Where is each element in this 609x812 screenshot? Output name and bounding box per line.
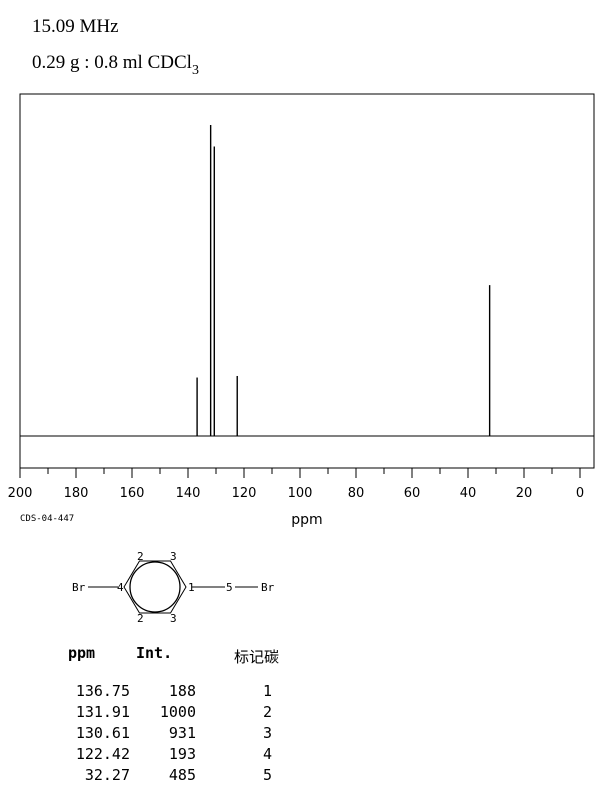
catalog-code: CDS-04-447 <box>20 514 75 524</box>
x-tick-label: 120 <box>232 486 257 501</box>
x-tick-label: 180 <box>64 486 89 501</box>
table-header-int: Int. <box>136 644 173 662</box>
row-int: 485 <box>168 766 196 784</box>
atom-label-2-bottom: 2 <box>137 612 144 625</box>
spectrometer-frequency: 15.09 MHz <box>32 16 119 37</box>
x-tick-label: 100 <box>288 486 313 501</box>
table-header-atom: 标记碳 <box>234 648 280 666</box>
sample-description: 0.29 g : 0.8 ml CDCl3 <box>32 52 199 79</box>
benzene-hexagon <box>123 560 187 614</box>
x-tick-label: 200 <box>8 486 33 501</box>
atom-label-4: 4 <box>117 581 124 594</box>
row-int: 931 <box>168 724 196 742</box>
molecular-structure: Br Br 1 2 2 3 3 4 5 <box>72 550 275 625</box>
row-int: 188 <box>168 682 196 700</box>
table-row: 130.61 931 3 <box>0 724 609 744</box>
x-tick-label: 0 <box>576 486 584 501</box>
atom-label-5: 5 <box>226 581 233 594</box>
table-row: 131.91 1000 2 <box>0 703 609 723</box>
plot-frame <box>19 93 595 469</box>
x-tick-label: 160 <box>120 486 145 501</box>
table-row: 136.75 188 1 <box>0 682 609 702</box>
x-axis-ticks: 200 180 160 140 120 100 80 60 40 20 0 <box>8 468 584 501</box>
row-atom: 5 <box>262 766 272 784</box>
atom-label-3-top: 3 <box>170 550 177 563</box>
row-ppm: 130.61 <box>75 724 130 742</box>
atom-label-3-bottom: 3 <box>170 612 177 625</box>
row-atom: 4 <box>262 745 272 763</box>
x-tick-label: 40 <box>460 486 477 501</box>
x-tick-label: 140 <box>176 486 201 501</box>
row-ppm: 136.75 <box>75 682 130 700</box>
sample-subscript: 3 <box>191 63 199 78</box>
row-int: 1000 <box>159 703 196 721</box>
row-atom: 3 <box>262 724 272 742</box>
x-tick-label: 60 <box>404 486 421 501</box>
x-axis-label: ppm <box>291 512 322 528</box>
br-right: Br <box>261 581 275 594</box>
sample-main-text: 0.29 g : 0.8 ml CDCl <box>32 52 192 73</box>
row-ppm: 122.42 <box>75 745 130 763</box>
row-ppm: 32.27 <box>84 766 130 784</box>
x-tick-label: 20 <box>516 486 533 501</box>
atom-label-2-top: 2 <box>137 550 144 563</box>
row-atom: 1 <box>262 682 272 700</box>
table-header-ppm: ppm <box>68 644 96 662</box>
table-row: 32.27 485 5 <box>0 766 609 786</box>
row-atom: 2 <box>262 703 272 721</box>
atom-label-1: 1 <box>188 581 195 594</box>
br-left: Br <box>72 581 86 594</box>
peaks-group <box>196 125 491 436</box>
aromatic-ring-circle <box>129 561 181 613</box>
row-int: 193 <box>168 745 196 763</box>
x-tick-label: 80 <box>348 486 365 501</box>
table-row: 122.42 193 4 <box>0 745 609 765</box>
nmr-spectrum-chart: 200 180 160 140 120 100 80 60 40 20 0 ppm <box>8 93 595 528</box>
row-ppm: 131.91 <box>75 703 130 721</box>
